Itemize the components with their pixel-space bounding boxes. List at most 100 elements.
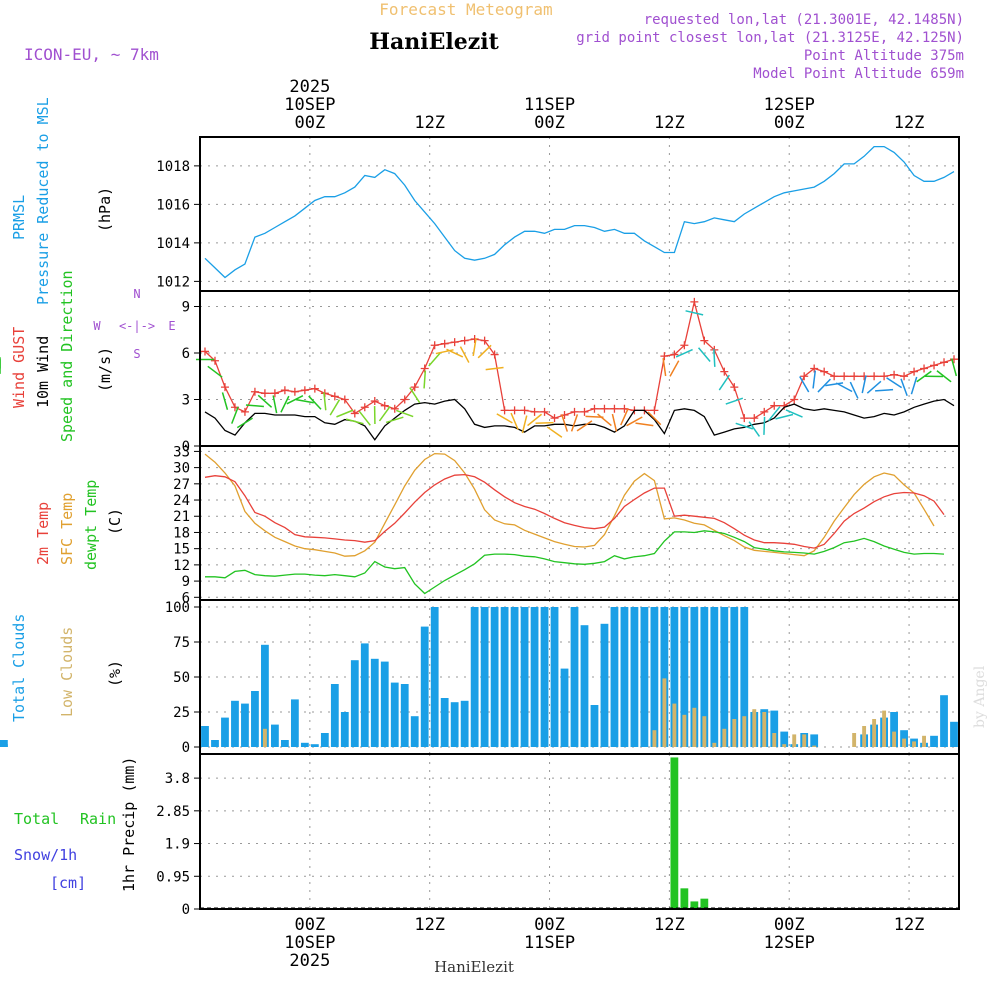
low-cloud-bar xyxy=(772,733,777,747)
total-cloud-bar xyxy=(280,740,289,747)
wind-direction-arrow xyxy=(378,405,391,422)
top-time-label: 12Z xyxy=(414,113,445,133)
wind-direction-arrow xyxy=(576,420,593,432)
wind-direction-arrow xyxy=(775,413,794,420)
wind-direction-arrow xyxy=(767,406,781,422)
gust-marker xyxy=(910,367,919,376)
bottom-time-label: 12Z xyxy=(414,915,445,935)
total-cloud-bar xyxy=(700,607,709,747)
total-cloud-bar xyxy=(620,607,629,747)
total-cloud-bar xyxy=(640,607,649,747)
wind-direction-arrow xyxy=(866,380,882,394)
top-time-label: 00Z xyxy=(534,113,565,133)
gust-marker xyxy=(250,387,259,396)
wind-direction-arrow xyxy=(280,395,290,413)
wind-direction-arrow xyxy=(329,399,341,416)
point-altitude: Point Altitude 375m xyxy=(804,48,964,64)
wind-direction-arrow xyxy=(345,418,364,425)
gust-marker xyxy=(790,395,799,404)
wind-direction-arrow xyxy=(662,358,667,377)
gust-marker xyxy=(730,383,739,392)
wind-direction-arrow xyxy=(886,377,903,389)
temp-y-tick-label: 15 xyxy=(173,542,190,558)
wind-unit: (m/s) xyxy=(96,347,114,392)
low-cloud-bar xyxy=(792,734,797,747)
wind-direction-arrow xyxy=(697,347,711,362)
gust-marker xyxy=(270,389,279,398)
top-time-label: 00Z xyxy=(294,113,325,133)
low-cloud-bar xyxy=(862,726,867,747)
total-cloud-bar xyxy=(550,607,559,747)
total-cloud-bar xyxy=(290,699,299,747)
total-cloud-bar xyxy=(201,726,209,747)
total-cloud-bar xyxy=(950,721,958,747)
wind-direction-arrow xyxy=(936,370,952,383)
gust-marker xyxy=(200,347,209,356)
low-cloud-bar xyxy=(262,728,267,747)
top-time-label: 12Z xyxy=(894,113,925,133)
total-cloud-bar xyxy=(370,658,379,747)
gust-marker xyxy=(400,395,409,404)
wind-direction-arrow xyxy=(286,394,304,405)
gust-marker xyxy=(240,407,249,416)
wind-direction-arrow xyxy=(675,348,693,358)
total-cloud-bar xyxy=(570,607,579,747)
gust-marker xyxy=(280,386,289,395)
gust-marker xyxy=(750,414,759,423)
cloud-y-tick-label: 50 xyxy=(173,670,190,686)
station-name: HaniElezit xyxy=(369,29,499,55)
temp-y-tick-label: 6 xyxy=(182,590,190,606)
total-cloud-bar xyxy=(320,733,329,747)
wind-panel-frame xyxy=(199,290,960,447)
gust-marker xyxy=(900,372,909,381)
total-cloud-bar xyxy=(430,607,439,747)
wind-direction-arrow xyxy=(570,414,579,432)
low-cloud-bar xyxy=(922,735,926,747)
total-cloud-bar xyxy=(540,607,549,747)
wind-direction-arrow xyxy=(546,426,563,438)
total-cloud-bar xyxy=(500,607,509,747)
wind-direction-arrow xyxy=(875,388,894,392)
gust-marker xyxy=(470,335,479,344)
low-cloud-bar xyxy=(762,712,767,747)
wind-direction-arrow xyxy=(409,387,421,404)
low-cloud-bar xyxy=(892,731,897,747)
gust-marker xyxy=(290,387,299,396)
bottom-time-label: 2025 xyxy=(289,951,330,971)
temp-y-tick-label: 12 xyxy=(173,558,190,574)
gust-marker xyxy=(350,409,359,418)
precip-y-tick-label: 0.95 xyxy=(156,869,190,885)
gust-marker xyxy=(370,397,379,406)
total-cloud-bar xyxy=(241,703,249,747)
forecast-title: Forecast Meteogram xyxy=(379,0,552,19)
low-cloud-bar xyxy=(902,738,907,747)
total-cloud-bar xyxy=(231,700,239,747)
top-time-label: 00Z xyxy=(774,113,805,133)
gust-marker xyxy=(840,372,849,381)
wind-direction-arrow xyxy=(295,398,314,404)
total-cloud-bar xyxy=(930,735,938,747)
total-cloud-bar xyxy=(690,607,699,747)
gust-marker xyxy=(720,367,729,376)
wind-direction-arrow xyxy=(950,358,958,377)
wind-direction-arrow xyxy=(446,348,464,358)
temp-y-tick-label: 27 xyxy=(173,477,190,493)
wind-direction-arrow xyxy=(910,376,918,395)
bottom-time-label: 12Z xyxy=(654,915,685,935)
pressure-y-tick-label: 1014 xyxy=(156,236,190,252)
gust-marker xyxy=(880,372,889,381)
dewpt-line xyxy=(205,530,945,595)
low-cloud-bar xyxy=(812,745,817,747)
total-cloud-bar xyxy=(251,691,259,747)
low-cloud-bar xyxy=(802,734,807,747)
gust-marker xyxy=(450,338,459,347)
gust-marker xyxy=(490,350,499,359)
total-cloud-bar xyxy=(450,702,459,747)
total-cloud-bar xyxy=(310,744,319,747)
compass-e: E xyxy=(168,319,175,333)
gust-marker xyxy=(380,401,389,410)
wind-direction-arrow xyxy=(916,370,932,383)
model-name: ICON-EU, ~ 7km xyxy=(24,45,159,64)
pressure-unit: (hPa) xyxy=(96,187,114,232)
